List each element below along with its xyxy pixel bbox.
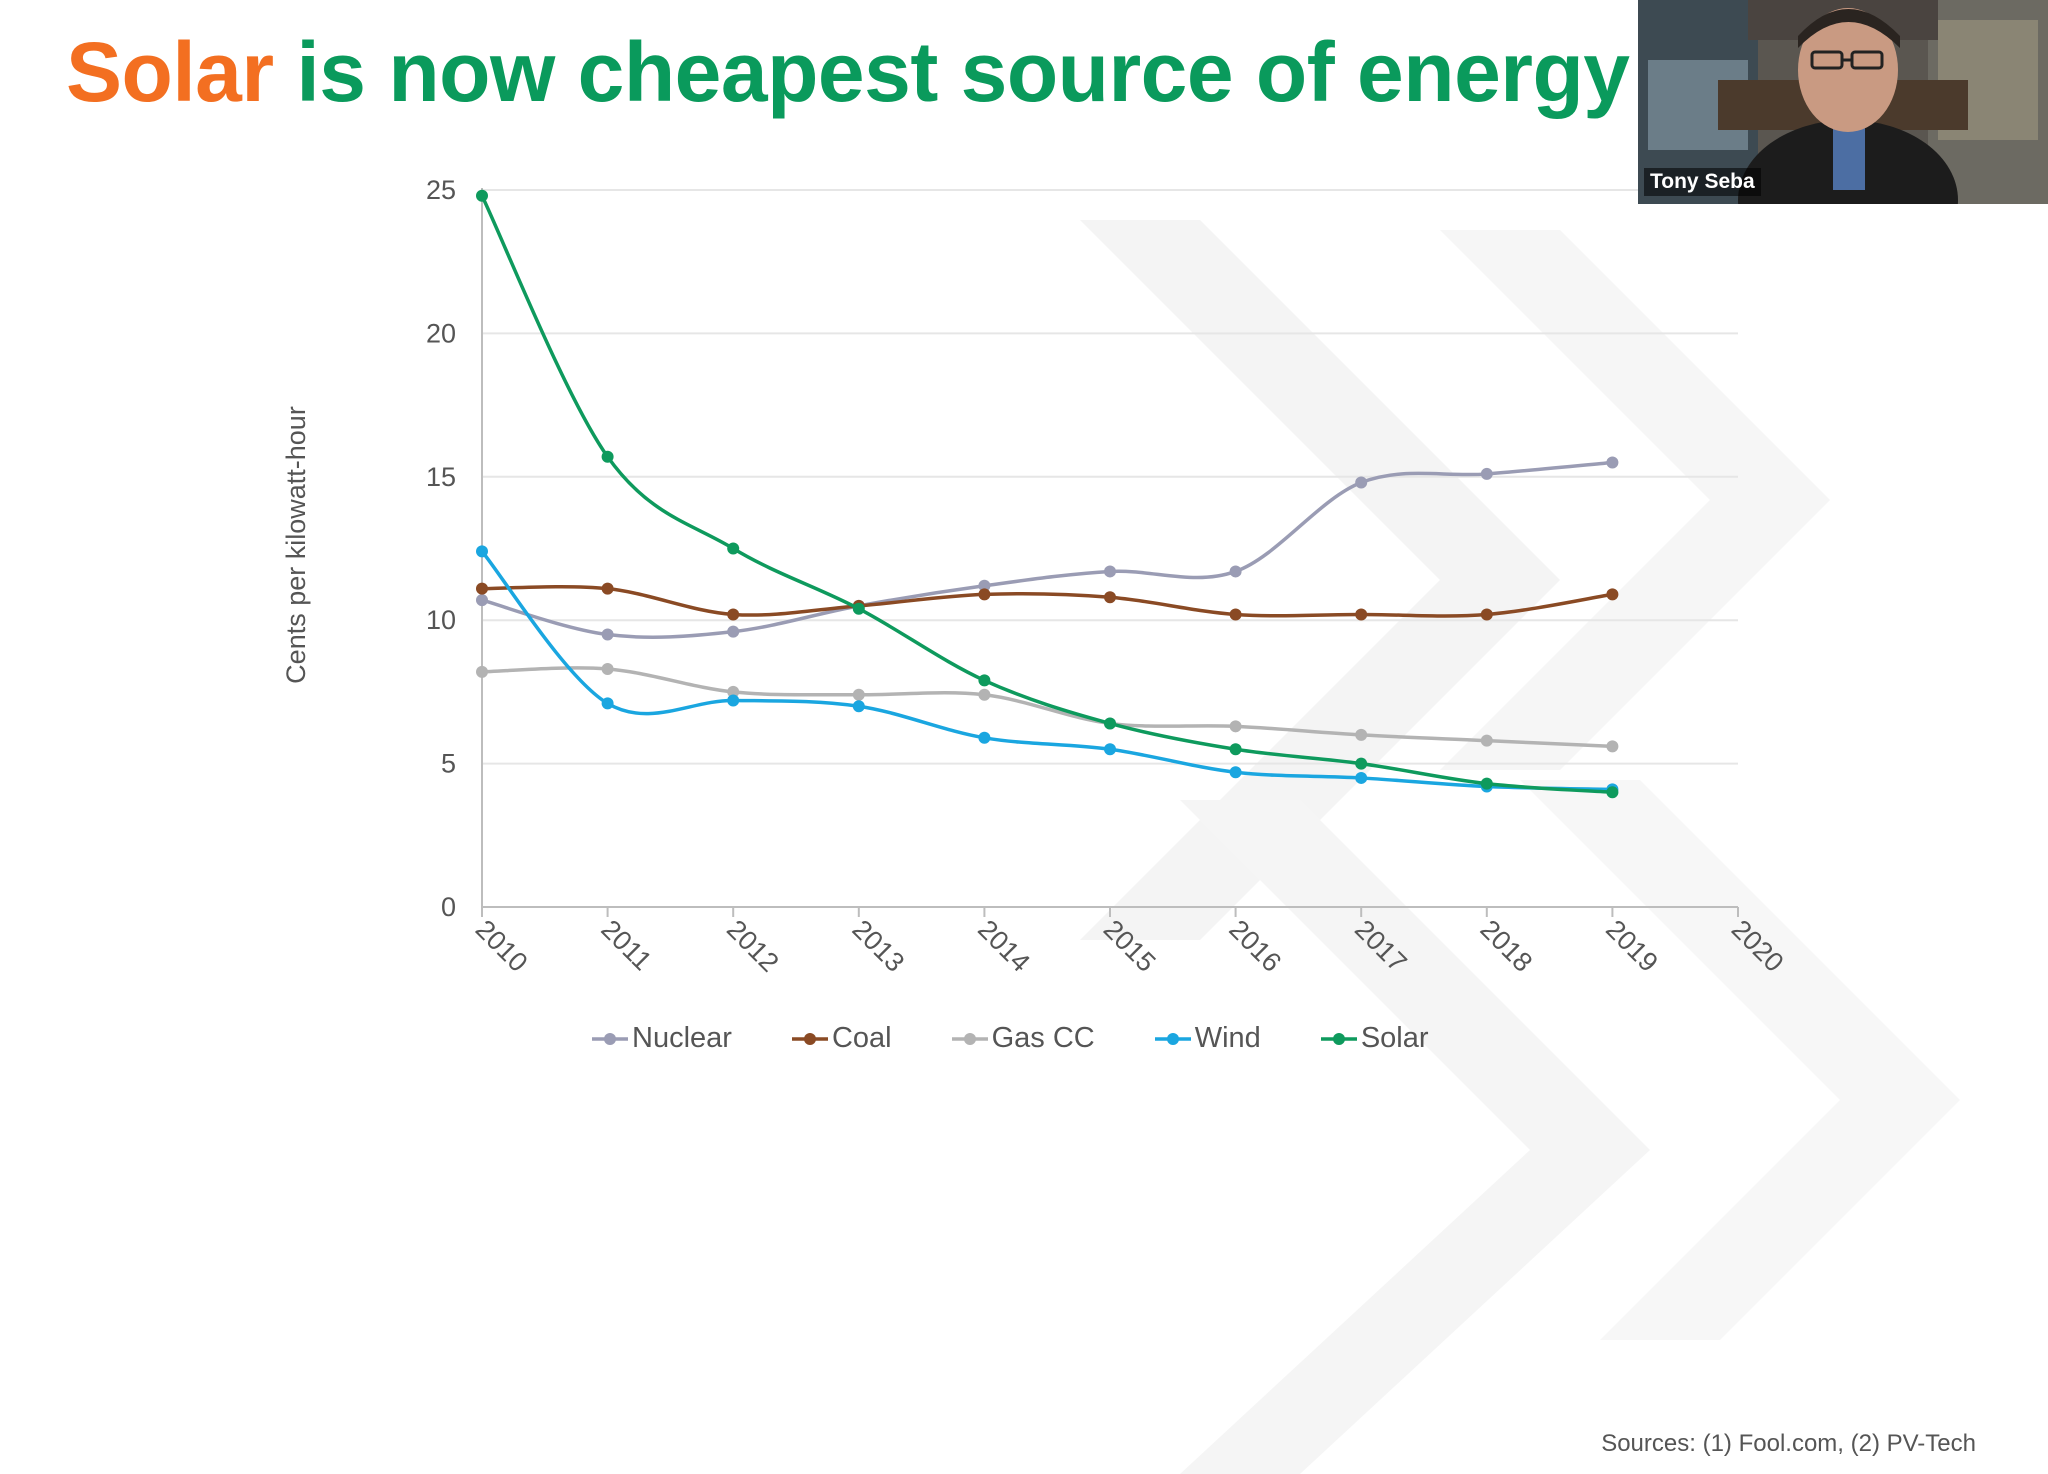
- y-tick-label: 10: [426, 605, 456, 635]
- x-tick-label: 2014: [972, 914, 1036, 978]
- data-point-wind: [601, 697, 614, 710]
- data-point-nuclear: [601, 628, 614, 641]
- data-point-nuclear: [978, 579, 991, 592]
- legend-marker-solar: [1320, 1032, 1357, 1045]
- data-point-gas-cc: [1480, 734, 1493, 747]
- data-point-gas-cc: [601, 662, 614, 675]
- chart-legend: Nuclear Coal Gas CC Wind Solar: [590, 1022, 1487, 1055]
- slide-title-highlight: Solar: [66, 25, 274, 119]
- data-point-gas-cc: [1229, 720, 1242, 733]
- data-point-wind: [1355, 771, 1368, 784]
- sources-footnote: Sources: (1) Fool.com, (2) PV-Tech: [1601, 1430, 1976, 1457]
- series-line-gas-cc: [481, 666, 1613, 749]
- x-tick-label: 2016: [1223, 914, 1287, 978]
- data-point-solar: [476, 189, 488, 202]
- data-point-solar: [601, 450, 614, 463]
- data-point-solar: [727, 542, 740, 555]
- data-point-wind: [1229, 766, 1242, 779]
- legend-label: Wind: [1194, 1022, 1261, 1054]
- chart-gridlines: [482, 189, 1738, 765]
- y-tick-label: 25: [426, 175, 456, 205]
- data-point-solar: [1104, 717, 1116, 730]
- series-line-nuclear: [481, 460, 1613, 639]
- y-tick-label: 0: [441, 892, 456, 922]
- data-point-coal: [1104, 591, 1116, 604]
- data-point-nuclear: [1229, 565, 1242, 578]
- data-point-coal: [727, 608, 740, 621]
- participant-name: Tony Seba: [1644, 168, 1761, 196]
- data-point-coal: [1355, 608, 1368, 621]
- data-point-coal: [1480, 608, 1493, 621]
- data-point-coal: [1606, 588, 1619, 601]
- legend-item-wind: Wind: [1153, 1022, 1261, 1055]
- data-point-wind: [727, 694, 740, 707]
- data-point-gas-cc: [978, 688, 991, 701]
- data-point-solar: [1480, 777, 1493, 790]
- data-point-coal: [601, 582, 614, 595]
- participant-video-icon: [1638, 0, 2048, 204]
- x-tick-label: 2019: [1600, 914, 1664, 978]
- data-point-coal: [978, 588, 991, 601]
- x-tick-label: 2018: [1475, 914, 1539, 978]
- data-point-solar: [1355, 757, 1368, 770]
- legend-item-coal: Coal: [790, 1022, 892, 1055]
- y-tick-label: 5: [441, 749, 456, 779]
- legend-item-solar: Solar: [1319, 1022, 1429, 1055]
- y-axis-label: Cents per kilowatt-hour: [281, 406, 311, 684]
- data-point-wind: [978, 731, 991, 744]
- data-point-gas-cc: [1606, 740, 1619, 753]
- legend-marker-nuclear: [592, 1032, 628, 1045]
- data-point-gas-cc: [1355, 728, 1368, 741]
- data-point-coal: [1229, 608, 1242, 621]
- data-point-nuclear: [476, 594, 488, 607]
- legend-item-gas-cc: Gas CC: [950, 1022, 1095, 1055]
- x-tick-label: 2010: [470, 914, 534, 978]
- slide-title-rest: is now cheapest source of energy – e: [273, 25, 1768, 119]
- chart-series-group: [476, 189, 1619, 799]
- slide-title: Solar is now cheapest source of energy –…: [66, 22, 1768, 122]
- data-point-solar: [1606, 786, 1619, 799]
- data-point-solar: [852, 602, 865, 615]
- data-point-wind: [852, 700, 865, 713]
- x-tick-label: 2011: [595, 914, 657, 976]
- data-point-nuclear: [1606, 456, 1619, 469]
- data-point-coal: [476, 582, 488, 595]
- data-point-nuclear: [1480, 467, 1493, 480]
- x-tick-label: 2013: [847, 914, 911, 978]
- data-point-solar: [978, 674, 991, 687]
- data-point-gas-cc: [852, 688, 865, 701]
- data-point-gas-cc: [476, 665, 488, 678]
- legend-label: Coal: [831, 1022, 892, 1054]
- legend-label: Nuclear: [632, 1022, 732, 1054]
- x-tick-label: 2020: [1726, 914, 1790, 978]
- data-point-nuclear: [727, 625, 740, 638]
- data-point-wind: [1104, 743, 1116, 756]
- x-tick-label: 2015: [1098, 914, 1162, 978]
- x-tick-label: 2017: [1349, 914, 1413, 978]
- video-thumbnail[interactable]: Tony Seba: [1638, 0, 2048, 204]
- legend-label: Gas CC: [991, 1022, 1095, 1054]
- legend-marker-gas-cc: [951, 1032, 988, 1045]
- data-point-gas-cc: [727, 685, 740, 698]
- series-line-coal: [481, 584, 1613, 618]
- data-point-wind: [476, 545, 488, 558]
- data-point-solar: [1229, 743, 1242, 756]
- series-line-solar: [480, 194, 1613, 795]
- y-tick-label: 20: [426, 318, 456, 348]
- data-point-nuclear: [1104, 565, 1116, 578]
- legend-item-nuclear: Nuclear: [590, 1022, 732, 1055]
- y-tick-label: 15: [426, 462, 456, 492]
- legend-marker-coal: [791, 1032, 828, 1045]
- x-tick-label: 2012: [721, 914, 785, 978]
- legend-label: Solar: [1360, 1022, 1429, 1054]
- series-line-wind: [480, 550, 1613, 792]
- legend-marker-wind: [1154, 1032, 1191, 1045]
- data-point-nuclear: [1355, 476, 1368, 489]
